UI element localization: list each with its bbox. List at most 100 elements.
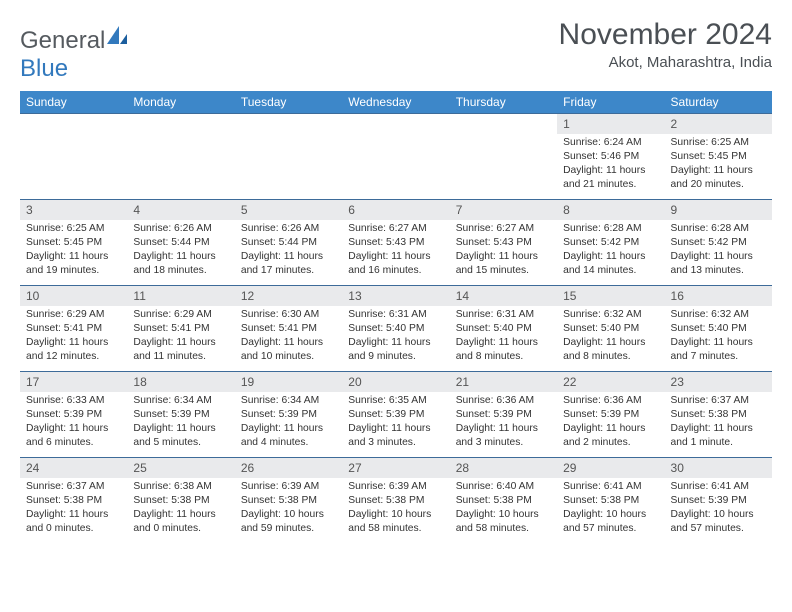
day-number: 17	[20, 372, 127, 392]
day-line: Sunset: 5:38 PM	[26, 494, 121, 508]
day-body: Sunrise: 6:28 AMSunset: 5:42 PMDaylight:…	[557, 220, 664, 282]
day-line: and 21 minutes.	[563, 178, 658, 192]
day-line: Sunset: 5:38 PM	[671, 408, 766, 422]
day-number: 27	[342, 458, 449, 478]
day-line: Sunset: 5:42 PM	[671, 236, 766, 250]
day-line: and 9 minutes.	[348, 350, 443, 364]
day-body: Sunrise: 6:29 AMSunset: 5:41 PMDaylight:…	[127, 306, 234, 368]
day-body: Sunrise: 6:30 AMSunset: 5:41 PMDaylight:…	[235, 306, 342, 368]
day-line: Daylight: 11 hours	[26, 336, 121, 350]
day-line: and 6 minutes.	[26, 436, 121, 450]
calendar-row: 10Sunrise: 6:29 AMSunset: 5:41 PMDayligh…	[20, 286, 772, 372]
day-line: Daylight: 11 hours	[563, 336, 658, 350]
day-line: and 2 minutes.	[563, 436, 658, 450]
day-line: Sunrise: 6:27 AM	[348, 222, 443, 236]
day-line: Sunrise: 6:31 AM	[456, 308, 551, 322]
day-line: Sunrise: 6:39 AM	[348, 480, 443, 494]
day-line: Daylight: 10 hours	[563, 508, 658, 522]
day-line: and 1 minute.	[671, 436, 766, 450]
day-number: 10	[20, 286, 127, 306]
day-line: Daylight: 11 hours	[563, 164, 658, 178]
calendar-cell: 18Sunrise: 6:34 AMSunset: 5:39 PMDayligh…	[127, 372, 234, 458]
day-body: Sunrise: 6:26 AMSunset: 5:44 PMDaylight:…	[127, 220, 234, 282]
day-line: Daylight: 11 hours	[671, 164, 766, 178]
calendar-cell: 25Sunrise: 6:38 AMSunset: 5:38 PMDayligh…	[127, 458, 234, 544]
day-line: and 11 minutes.	[133, 350, 228, 364]
weekday-header: Tuesday	[235, 91, 342, 114]
day-number: 18	[127, 372, 234, 392]
day-number: 7	[450, 200, 557, 220]
calendar-cell: 19Sunrise: 6:34 AMSunset: 5:39 PMDayligh…	[235, 372, 342, 458]
day-line: and 13 minutes.	[671, 264, 766, 278]
day-body: Sunrise: 6:25 AMSunset: 5:45 PMDaylight:…	[665, 134, 772, 196]
day-line: Daylight: 11 hours	[563, 250, 658, 264]
day-line: Daylight: 11 hours	[26, 422, 121, 436]
day-body: Sunrise: 6:25 AMSunset: 5:45 PMDaylight:…	[20, 220, 127, 282]
day-line: and 58 minutes.	[456, 522, 551, 536]
weekday-header: Friday	[557, 91, 664, 114]
day-line: Sunrise: 6:28 AM	[563, 222, 658, 236]
day-line: and 18 minutes.	[133, 264, 228, 278]
day-line: Sunset: 5:39 PM	[563, 408, 658, 422]
day-line: and 57 minutes.	[671, 522, 766, 536]
calendar-cell: 26Sunrise: 6:39 AMSunset: 5:38 PMDayligh…	[235, 458, 342, 544]
day-line: Daylight: 11 hours	[133, 422, 228, 436]
day-line: Sunset: 5:38 PM	[348, 494, 443, 508]
day-number: 4	[127, 200, 234, 220]
day-line: Daylight: 11 hours	[241, 250, 336, 264]
day-line: Sunrise: 6:37 AM	[671, 394, 766, 408]
day-line: Sunset: 5:38 PM	[456, 494, 551, 508]
calendar-table: SundayMondayTuesdayWednesdayThursdayFrid…	[20, 91, 772, 544]
day-body: Sunrise: 6:27 AMSunset: 5:43 PMDaylight:…	[342, 220, 449, 282]
day-number: 30	[665, 458, 772, 478]
day-line: Daylight: 10 hours	[456, 508, 551, 522]
day-line: Sunrise: 6:36 AM	[456, 394, 551, 408]
day-line: Daylight: 10 hours	[348, 508, 443, 522]
calendar-cell: 29Sunrise: 6:41 AMSunset: 5:38 PMDayligh…	[557, 458, 664, 544]
day-body: Sunrise: 6:29 AMSunset: 5:41 PMDaylight:…	[20, 306, 127, 368]
page-location: Akot, Maharashtra, India	[559, 54, 772, 71]
day-line: Sunset: 5:40 PM	[348, 322, 443, 336]
day-line: Sunset: 5:41 PM	[26, 322, 121, 336]
calendar-row: 17Sunrise: 6:33 AMSunset: 5:39 PMDayligh…	[20, 372, 772, 458]
day-line: and 59 minutes.	[241, 522, 336, 536]
day-line: and 19 minutes.	[26, 264, 121, 278]
day-body: Sunrise: 6:34 AMSunset: 5:39 PMDaylight:…	[127, 392, 234, 454]
day-line: Sunrise: 6:41 AM	[671, 480, 766, 494]
day-number: 2	[665, 114, 772, 134]
calendar-page: General Blue November 2024 Akot, Maharas…	[0, 0, 792, 564]
calendar-cell: 16Sunrise: 6:32 AMSunset: 5:40 PMDayligh…	[665, 286, 772, 372]
day-line: Sunrise: 6:29 AM	[26, 308, 121, 322]
day-line: Daylight: 11 hours	[241, 422, 336, 436]
day-body: Sunrise: 6:28 AMSunset: 5:42 PMDaylight:…	[665, 220, 772, 282]
day-line: and 16 minutes.	[348, 264, 443, 278]
day-line: and 0 minutes.	[26, 522, 121, 536]
weekday-header: Wednesday	[342, 91, 449, 114]
calendar-cell	[20, 114, 127, 200]
day-number: 29	[557, 458, 664, 478]
day-line: and 15 minutes.	[456, 264, 551, 278]
page-title: November 2024	[559, 18, 772, 52]
day-line: Sunset: 5:40 PM	[456, 322, 551, 336]
day-body: Sunrise: 6:33 AMSunset: 5:39 PMDaylight:…	[20, 392, 127, 454]
logo-text-b: Blue	[20, 55, 68, 82]
day-line: Sunset: 5:40 PM	[671, 322, 766, 336]
day-body: Sunrise: 6:35 AMSunset: 5:39 PMDaylight:…	[342, 392, 449, 454]
day-line: Sunset: 5:39 PM	[241, 408, 336, 422]
day-line: Sunrise: 6:28 AM	[671, 222, 766, 236]
day-line: Daylight: 11 hours	[671, 336, 766, 350]
calendar-cell: 24Sunrise: 6:37 AMSunset: 5:38 PMDayligh…	[20, 458, 127, 544]
day-body: Sunrise: 6:41 AMSunset: 5:38 PMDaylight:…	[557, 478, 664, 540]
day-line: Daylight: 11 hours	[348, 336, 443, 350]
day-line: Sunset: 5:44 PM	[241, 236, 336, 250]
day-line: Sunset: 5:39 PM	[348, 408, 443, 422]
day-number: 6	[342, 200, 449, 220]
day-line: and 0 minutes.	[133, 522, 228, 536]
day-line: Sunset: 5:43 PM	[348, 236, 443, 250]
day-body: Sunrise: 6:41 AMSunset: 5:39 PMDaylight:…	[665, 478, 772, 540]
calendar-cell: 12Sunrise: 6:30 AMSunset: 5:41 PMDayligh…	[235, 286, 342, 372]
day-body: Sunrise: 6:37 AMSunset: 5:38 PMDaylight:…	[20, 478, 127, 540]
day-body: Sunrise: 6:32 AMSunset: 5:40 PMDaylight:…	[557, 306, 664, 368]
day-body: Sunrise: 6:32 AMSunset: 5:40 PMDaylight:…	[665, 306, 772, 368]
calendar-cell: 17Sunrise: 6:33 AMSunset: 5:39 PMDayligh…	[20, 372, 127, 458]
